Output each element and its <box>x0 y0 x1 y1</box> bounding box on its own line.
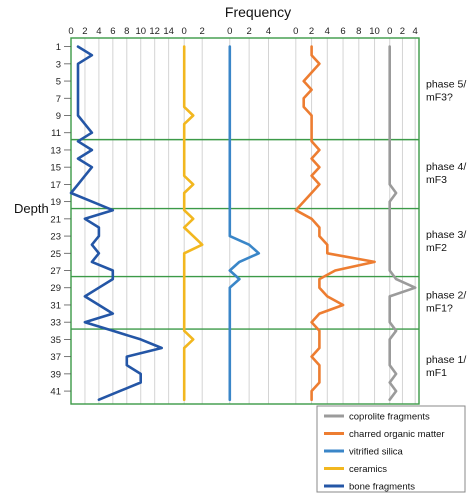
y-tick-label: 31 <box>50 300 61 311</box>
legend-box <box>316 405 466 493</box>
y-tick-label: 13 <box>50 145 61 156</box>
series-line-vitrified-silica <box>228 45 261 402</box>
x-tick-label: 4 <box>325 26 330 37</box>
x-tick-label: 4 <box>266 26 271 37</box>
phase-label: phase 2/ <box>426 289 466 301</box>
phase-label: phase 5/ <box>426 78 466 90</box>
y-tick-label: 25 <box>50 249 61 260</box>
x-tick-label: 6 <box>110 26 115 37</box>
phase-label: mF2 <box>426 242 447 254</box>
x-tick-label: 2 <box>200 26 205 37</box>
y-tick-label: 29 <box>50 283 61 294</box>
x-tick-label: 4 <box>413 26 418 37</box>
y-tick-label: 41 <box>50 387 61 398</box>
y-tick-label: 9 <box>56 111 61 122</box>
phase-label: phase 4/ <box>426 161 466 173</box>
x-tick-label: 2 <box>400 26 405 37</box>
phase-label: mF3? <box>426 91 453 103</box>
series-line-ceramics <box>182 45 204 402</box>
y-tick-label: 1 <box>56 42 61 53</box>
y-tick-label: 37 <box>50 352 61 363</box>
series-line-charred-organic-matter <box>294 45 376 402</box>
y-tick-label: 19 <box>50 197 61 208</box>
phase-label: mF1? <box>426 302 453 314</box>
phase-label: mF1 <box>426 367 447 379</box>
y-tick-label: 21 <box>50 214 61 225</box>
phase-label: mF3 <box>426 174 447 186</box>
x-tick-label: 12 <box>149 26 160 37</box>
y-tick-label: 27 <box>50 266 61 277</box>
y-tick-label: 7 <box>56 94 61 105</box>
y-tick-label: 11 <box>51 128 61 139</box>
y-tick-label: 33 <box>50 318 61 329</box>
x-tick-label: 10 <box>135 26 146 37</box>
x-tick-label: 0 <box>182 26 187 37</box>
legend-entry: ceramics <box>349 464 387 475</box>
series-line-coprolite-fragments <box>388 45 417 402</box>
x-tick-label: 0 <box>68 26 73 37</box>
x-tick-label: 2 <box>246 26 251 37</box>
plot-frame <box>70 37 420 405</box>
legend-entry: coprolite fragments <box>349 412 430 423</box>
x-tick-label: 14 <box>163 26 174 37</box>
legend-entry: vitrified silica <box>349 447 404 458</box>
x-tick-label: 6 <box>340 26 345 37</box>
y-tick-label: 3 <box>56 59 61 70</box>
x-tick-label: 4 <box>96 26 101 37</box>
y-axis-label: Depth <box>14 201 49 216</box>
x-tick-label: 2 <box>82 26 87 37</box>
chart-title: Frequency <box>225 4 291 20</box>
x-tick-label: 10 <box>369 26 380 37</box>
x-tick-label: 8 <box>124 26 129 37</box>
phase-label: phase 3/ <box>426 229 466 241</box>
phase-label: phase 1/ <box>426 354 466 366</box>
legend-entry: charred organic matter <box>349 429 445 440</box>
series-line-bone-fragments <box>69 45 163 402</box>
x-tick-label: 8 <box>356 26 361 37</box>
x-tick-label: 2 <box>309 26 314 37</box>
y-tick-label: 23 <box>50 232 61 243</box>
x-tick-label: 0 <box>227 26 232 37</box>
y-tick-label: 17 <box>50 180 61 191</box>
y-tick-label: 15 <box>50 163 61 174</box>
legend-entry: bone fragments <box>349 482 415 493</box>
x-tick-label: 0 <box>293 26 298 37</box>
y-tick-label: 5 <box>56 77 61 88</box>
y-tick-label: 39 <box>50 369 61 380</box>
y-tick-label: 35 <box>50 335 61 346</box>
x-tick-label: 0 <box>387 26 392 37</box>
